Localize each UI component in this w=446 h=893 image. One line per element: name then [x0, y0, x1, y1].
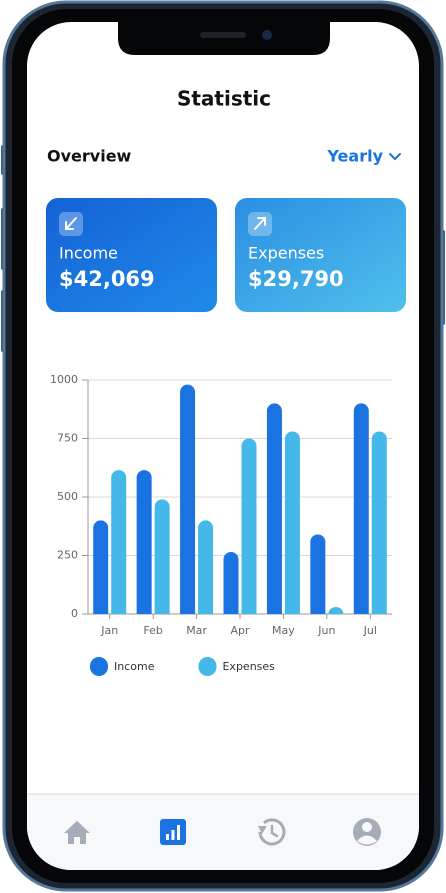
x-tick-label: Jun [317, 624, 335, 637]
bar [223, 551, 239, 614]
x-tick-label: Apr [230, 624, 250, 637]
x-tick-label: Jan [100, 624, 118, 637]
legend-item[interactable]: Expenses [198, 657, 275, 676]
bar [93, 520, 109, 614]
legend-swatch [90, 657, 108, 676]
profile-head [362, 822, 372, 832]
bar [371, 431, 387, 614]
bar [310, 534, 326, 614]
arrow-icon [65, 217, 77, 230]
bar [353, 403, 369, 614]
legend-label: Expenses [222, 660, 275, 673]
bar [154, 499, 170, 614]
overview-label: Overview [47, 147, 132, 166]
card-amount: $42,069 [59, 267, 155, 291]
income-card[interactable]: Income $42,069 [46, 198, 217, 312]
stats-icon-bar [166, 834, 169, 840]
stats-icon-bar [171, 830, 175, 840]
profile-icon[interactable] [353, 818, 381, 846]
bar [284, 431, 300, 614]
home-icon[interactable] [64, 821, 90, 844]
period-dropdown[interactable]: Yearly [326, 147, 383, 166]
notch [118, 22, 330, 55]
y-tick-label: 500 [57, 490, 78, 503]
profile-body [357, 835, 377, 845]
bar [266, 403, 282, 614]
x-tick-label: Feb [143, 624, 162, 637]
y-tick-label: 250 [57, 549, 78, 562]
card-label: Income [59, 244, 118, 263]
bar [198, 520, 214, 614]
dropdown-chevron[interactable] [389, 153, 401, 160]
screen-title: Statistic [177, 87, 271, 111]
history-hands [270, 824, 279, 838]
speaker [200, 32, 246, 38]
camera [262, 30, 272, 40]
arrow-icon [254, 217, 266, 230]
stats-icon[interactable] [160, 819, 186, 845]
legend-item[interactable]: Income [90, 657, 155, 676]
y-tick-label: 0 [71, 607, 78, 620]
history-icon[interactable] [258, 818, 286, 846]
legend-swatch [198, 657, 217, 676]
bar [241, 438, 257, 614]
card-label: Expenses [248, 244, 324, 263]
y-tick-label: 750 [57, 432, 78, 445]
y-tick-label: 1000 [50, 373, 78, 386]
legend-label: Income [114, 660, 155, 673]
card-background [235, 198, 406, 312]
bar [111, 470, 127, 614]
card-amount: $29,790 [248, 267, 344, 291]
expenses-card[interactable]: Expenses $29,790 [235, 198, 406, 312]
bar [136, 470, 152, 614]
x-tick-label: Mar [186, 624, 207, 637]
card-background [46, 198, 217, 312]
x-tick-label: May [272, 624, 295, 637]
history-arrow [258, 826, 267, 834]
stats-icon-bar [177, 825, 180, 840]
bar [328, 606, 344, 614]
bar [180, 384, 196, 614]
chart: 0 250 500 750 1000 Jan Feb Mar Apr May Jun Jul Incom… [50, 373, 392, 676]
x-tick-label: Jul [363, 624, 377, 637]
history-circle [258, 818, 286, 846]
